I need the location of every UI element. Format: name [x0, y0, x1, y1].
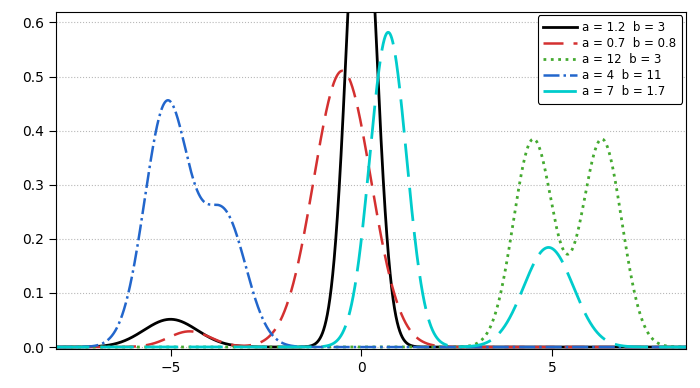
a = 12  b = 3 [43, 345, 52, 349]
a = 7  b = 1.7 [368, 127, 377, 132]
a = 12  b = 3 [156, 345, 164, 349]
a = 0.7  b = 0.8 [338, 68, 346, 73]
a = 1.2  b = 3 [57, 345, 65, 349]
a = 1.2  b = 3 [43, 345, 52, 349]
a = 7  b = 1.7 [156, 345, 164, 349]
a = 1.2  b = 3 [17, 345, 25, 349]
Line: a = 7  b = 1.7: a = 7 b = 1.7 [18, 32, 700, 347]
a = 1.2  b = 3 [156, 319, 164, 324]
a = 4  b = 11 [43, 345, 52, 349]
a = 4  b = 11 [156, 112, 164, 116]
Line: a = 12  b = 3: a = 12 b = 3 [18, 139, 700, 347]
a = 12  b = 3 [368, 345, 377, 349]
a = 7  b = 1.7 [384, 30, 393, 35]
a = 12  b = 3 [57, 345, 65, 349]
Line: a = 1.2  b = 3: a = 1.2 b = 3 [18, 0, 700, 347]
a = 7  b = 1.7 [43, 345, 52, 349]
a = 4  b = 11 [13, 345, 22, 349]
a = 12  b = 3 [17, 345, 25, 349]
Line: a = 4  b = 11: a = 4 b = 11 [18, 100, 700, 347]
a = 0.7  b = 0.8 [368, 186, 377, 191]
Line: a = 0.7  b = 0.8: a = 0.7 b = 0.8 [18, 71, 700, 347]
a = 4  b = 11 [17, 345, 25, 349]
a = 7  b = 1.7 [13, 345, 22, 349]
a = 7  b = 1.7 [57, 345, 65, 349]
a = 1.2  b = 3 [13, 345, 22, 349]
a = 0.7  b = 0.8 [43, 345, 52, 349]
a = 7  b = 1.7 [17, 345, 25, 349]
a = 4  b = 11 [164, 98, 172, 102]
a = 4  b = 11 [368, 345, 377, 349]
a = 0.7  b = 0.8 [17, 345, 25, 349]
Legend: a = 1.2  b = 3, a = 0.7  b = 0.8, a = 12  b = 3, a = 4  b = 11, a = 7  b = 1.7: a = 1.2 b = 3, a = 0.7 b = 0.8, a = 12 b… [538, 15, 682, 104]
a = 4  b = 11 [57, 345, 65, 349]
a = 0.7  b = 0.8 [57, 345, 65, 349]
a = 0.7  b = 0.8 [156, 339, 164, 343]
a = 0.7  b = 0.8 [13, 345, 22, 349]
a = 12  b = 3 [13, 345, 22, 349]
a = 12  b = 3 [529, 137, 538, 141]
